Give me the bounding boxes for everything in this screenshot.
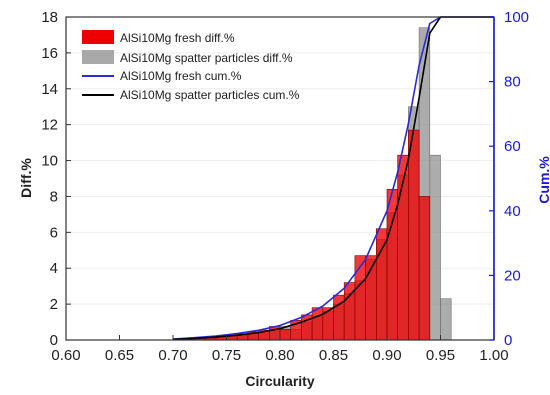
bottom-tick-label-7: 0.95 <box>426 347 455 364</box>
bar-fresh-22 <box>408 129 420 341</box>
right-tick-label-0: 0 <box>504 332 512 349</box>
right-axis-title: Cum.% <box>536 156 550 204</box>
left-tick-label-8: 16 <box>41 45 58 62</box>
legend-label-fresh-cum: AlSi10Mg fresh cum.% <box>120 69 242 83</box>
bottom-tick-label-1: 0.65 <box>105 347 134 364</box>
bottom-tick-label-0: 0.60 <box>51 347 80 364</box>
legend-swatch-spatter-bar <box>82 50 114 64</box>
bar-spatter-25 <box>440 298 452 341</box>
legend-swatch-fresh-bar <box>82 30 114 44</box>
bottom-tick-label-5: 0.85 <box>319 347 348 364</box>
bar-fresh-19 <box>375 228 388 341</box>
bar-fresh-17 <box>354 255 366 341</box>
x-axis-title: Circularity <box>245 373 314 389</box>
bottom-axis-ticks: 0.60 0.65 0.70 0.75 0.80 0.85 0.90 0.95 1.00 <box>51 335 509 364</box>
left-tick-label-4: 8 <box>50 188 58 205</box>
line-fresh-cum <box>172 16 494 340</box>
bar-fresh-23 <box>418 196 431 341</box>
left-tick-label-6: 12 <box>41 117 58 134</box>
left-tick-label-9: 18 <box>41 9 58 26</box>
legend: AlSi10Mg fresh diff.% AlSi10Mg spatter p… <box>82 30 300 102</box>
fresh-bars <box>172 129 431 341</box>
line-spatter-cum <box>172 16 494 341</box>
bottom-tick-label-4: 0.80 <box>265 347 294 364</box>
bottom-tick-label-2: 0.70 <box>158 347 187 364</box>
legend-label-spatter-cum: AlSi10Mg spatter particles cum.% <box>120 88 300 102</box>
left-tick-label-3: 6 <box>50 224 58 241</box>
left-tick-label-1: 2 <box>50 296 58 313</box>
legend-label-spatter-diff: AlSi10Mg spatter particles diff.% <box>120 51 293 65</box>
right-tick-label-1: 20 <box>504 267 521 284</box>
legend-label-fresh-diff: AlSi10Mg fresh diff.% <box>120 31 235 45</box>
right-tick-label-4: 80 <box>504 74 521 91</box>
bar-fresh-13 <box>311 307 324 341</box>
left-tick-label-7: 14 <box>41 81 58 98</box>
right-tick-label-5: 100 <box>504 9 529 26</box>
bottom-tick-label-3: 0.75 <box>212 347 241 364</box>
left-tick-label-2: 4 <box>50 260 58 277</box>
left-tick-label-0: 0 <box>50 332 58 349</box>
cumulative-lines <box>172 16 494 341</box>
right-tick-label-3: 60 <box>504 138 521 155</box>
bar-fresh-10 <box>279 328 291 341</box>
bar-spatter-24 <box>429 154 441 341</box>
right-tick-label-2: 40 <box>504 203 521 220</box>
right-axis-ticks: 0 20 40 60 80 100 <box>489 9 529 349</box>
left-tick-label-5: 10 <box>41 153 58 170</box>
bottom-tick-label-6: 0.90 <box>372 347 401 364</box>
left-axis-ticks: 0 2 4 6 8 10 12 14 16 18 <box>41 9 71 349</box>
bottom-tick-label-8: 1.00 <box>479 347 508 364</box>
left-axis-title: Diff.% <box>18 158 34 198</box>
